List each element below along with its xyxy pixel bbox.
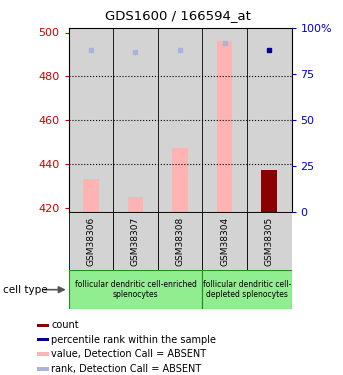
Bar — [247, 212, 292, 270]
Text: GSM38306: GSM38306 — [86, 216, 95, 266]
Text: follicular dendritic cell-enriched
splenocytes: follicular dendritic cell-enriched splen… — [74, 280, 197, 299]
Text: GSM38307: GSM38307 — [131, 216, 140, 266]
Bar — [69, 270, 202, 309]
Bar — [69, 212, 113, 270]
Text: percentile rank within the sample: percentile rank within the sample — [51, 335, 216, 345]
Bar — [128, 196, 143, 212]
Bar — [37, 338, 49, 341]
Text: GSM38304: GSM38304 — [220, 216, 229, 266]
Bar — [261, 170, 277, 212]
Bar — [37, 324, 49, 327]
Text: cell type: cell type — [3, 285, 48, 295]
Bar — [158, 212, 202, 270]
Bar — [202, 28, 247, 212]
Bar — [172, 148, 188, 212]
Bar — [202, 270, 292, 309]
Text: rank, Detection Call = ABSENT: rank, Detection Call = ABSENT — [51, 364, 201, 374]
Bar — [158, 28, 202, 212]
Text: count: count — [51, 321, 79, 330]
Bar — [37, 367, 49, 370]
Text: GSM38305: GSM38305 — [265, 216, 274, 266]
Bar — [202, 212, 247, 270]
Text: value, Detection Call = ABSENT: value, Detection Call = ABSENT — [51, 349, 206, 359]
Text: GSM38308: GSM38308 — [176, 216, 185, 266]
Bar — [247, 28, 292, 212]
Bar — [83, 179, 99, 212]
Text: GDS1600 / 166594_at: GDS1600 / 166594_at — [105, 9, 251, 22]
Bar — [37, 352, 49, 356]
Bar — [113, 28, 158, 212]
Bar — [217, 41, 233, 212]
Bar — [113, 212, 158, 270]
Bar — [69, 28, 113, 212]
Text: follicular dendritic cell-
depleted splenocytes: follicular dendritic cell- depleted sple… — [203, 280, 291, 299]
